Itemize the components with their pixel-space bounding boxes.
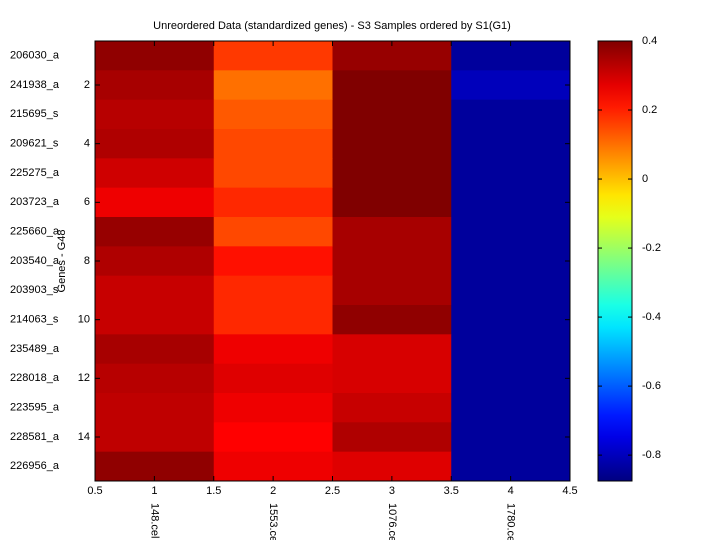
heatmap-cell	[213, 129, 333, 159]
heatmap-cell	[95, 158, 215, 189]
heatmap-cell	[332, 246, 452, 277]
colorbar	[597, 40, 633, 482]
heatmap-cell	[95, 246, 215, 277]
heatmap-cell	[213, 246, 333, 277]
heatmap-cell	[95, 393, 215, 423]
heatmap-cell	[451, 393, 571, 423]
heatmap-cell	[451, 275, 571, 306]
heatmap-cell	[213, 393, 333, 423]
heatmap-cell	[332, 99, 452, 130]
row-label: 223595_a	[10, 402, 60, 414]
heatmap-cell	[451, 217, 571, 247]
heatmap-cell	[213, 70, 333, 101]
x-tick-label: 4	[508, 485, 514, 497]
x-tick-label: 3	[389, 485, 395, 497]
x-tick-label: 0.5	[87, 485, 102, 497]
heatmap-cell	[95, 305, 215, 335]
heatmap-cell	[95, 422, 215, 453]
colorbar-tick-label: 0	[642, 173, 648, 185]
heatmap-cell	[95, 187, 215, 218]
heatmap-cell	[451, 363, 571, 394]
heatmap-cell	[332, 70, 452, 101]
heatmap-cell	[213, 217, 333, 247]
x-tick-label: 1	[151, 485, 157, 497]
heatmap-cell	[95, 275, 215, 306]
heatmap-cell	[332, 217, 452, 247]
heatmap-cell	[95, 129, 215, 159]
heatmap-cell	[95, 217, 215, 247]
y-tick-label: 6	[84, 196, 90, 208]
row-label: 203723_a	[10, 196, 60, 208]
heatmap-cell	[332, 129, 452, 159]
column-label: 1553.cel	[267, 503, 279, 540]
heatmap-cell	[332, 158, 452, 189]
y-tick-label: 10	[78, 314, 90, 326]
row-label: 209621_s	[10, 138, 59, 150]
heatmap-cell	[213, 422, 333, 453]
heatmap-cell	[451, 422, 571, 453]
colorbar-tick-label: -0.4	[642, 311, 661, 323]
heatmap-cell	[332, 275, 452, 306]
x-tick-label: 1.5	[206, 485, 221, 497]
heatmap-cell	[213, 334, 333, 365]
row-label: 203903_s	[10, 284, 59, 296]
heatmap-cell	[213, 305, 333, 335]
heatmap-cell	[213, 99, 333, 130]
row-label: 206030_a	[10, 50, 60, 62]
column-label: 148.cel	[148, 503, 160, 538]
y-tick-label: 8	[84, 255, 90, 267]
column-label: 1780.cel	[505, 503, 517, 540]
heatmap-cell	[451, 129, 571, 159]
heatmap-cell	[332, 305, 452, 335]
heatmap-cell	[451, 99, 571, 130]
chart-title: Unreordered Data (standardized genes) - …	[153, 20, 511, 32]
y-tick-label: 14	[78, 431, 90, 443]
colorbar-tick-label: -0.6	[642, 380, 661, 392]
heatmap-cell	[451, 334, 571, 365]
x-tick-label: 2.5	[325, 485, 340, 497]
row-label: 215695_s	[10, 108, 59, 120]
colorbar-tick-label: 0.2	[642, 104, 657, 116]
row-label: 203540_a	[10, 255, 60, 267]
row-label: 235489_a	[10, 343, 60, 355]
heatmap-cell	[332, 393, 452, 423]
y-axis-label: Genes - G48	[56, 230, 68, 293]
heatmap-cell	[95, 99, 215, 130]
heatmap-cell	[332, 422, 452, 453]
x-tick-label: 4.5	[562, 485, 577, 497]
row-label: 226956_a	[10, 460, 60, 472]
heatmap-cell	[451, 158, 571, 189]
heatmap-cell	[213, 187, 333, 218]
row-label: 228018_a	[10, 372, 60, 384]
colorbar-tick-label: -0.2	[642, 242, 661, 254]
heatmap-cell	[213, 363, 333, 394]
heatmap-cell	[332, 363, 452, 394]
heatmap-cell	[213, 275, 333, 306]
heatmap-cell	[332, 187, 452, 218]
column-label: 1076.cel	[386, 503, 398, 540]
y-tick-label: 12	[78, 372, 90, 384]
row-label: 241938_a	[10, 79, 60, 91]
y-tick-label: 4	[84, 138, 90, 150]
y-tick-label: 2	[84, 79, 90, 91]
row-label: 214063_s	[10, 314, 59, 326]
colorbar-tick-label: 0.4	[642, 35, 657, 47]
heatmap-cell	[451, 246, 571, 277]
colorbar-tick-label: -0.8	[642, 449, 661, 461]
x-tick-label: 2	[270, 485, 276, 497]
heatmap-cell	[451, 70, 571, 101]
row-label: 228581_a	[10, 431, 60, 443]
heatmap-cell	[332, 334, 452, 365]
heatmap-cell	[451, 305, 571, 335]
heatmap-cell	[213, 158, 333, 189]
row-label: 225660_a	[10, 226, 60, 238]
x-tick-label: 3.5	[444, 485, 459, 497]
heatmap-cell	[451, 187, 571, 218]
heatmap-cell	[95, 334, 215, 365]
heatmap-cell	[95, 363, 215, 394]
row-label: 225275_a	[10, 167, 60, 179]
heatmap-cell	[95, 70, 215, 101]
